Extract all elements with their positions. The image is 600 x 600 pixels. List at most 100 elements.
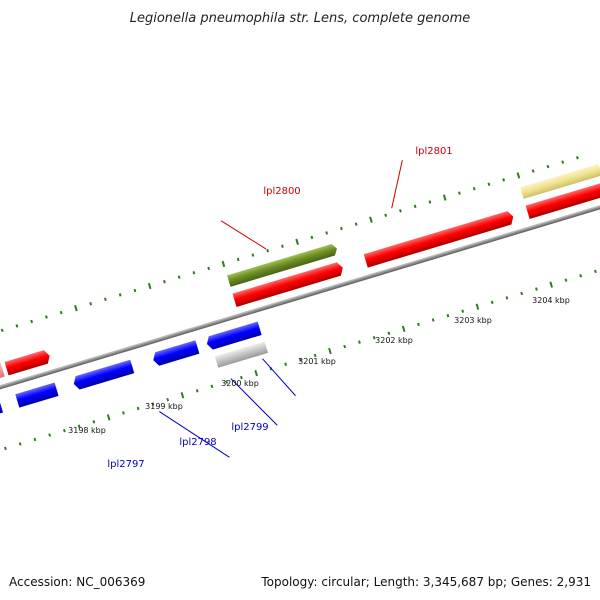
gene-arrow-left-edge[interactable] (4, 349, 52, 376)
minor-tick (122, 411, 125, 415)
minor-tick (461, 309, 465, 313)
map-title: Legionella pneumophila str. Lens, comple… (130, 11, 471, 26)
minor-tick (431, 318, 435, 322)
minor-tick (89, 302, 93, 306)
minor-tick (30, 319, 34, 324)
minor-tick (281, 244, 284, 248)
minor-tick (354, 222, 358, 226)
minor-tick (15, 324, 19, 328)
leader-lpl2801 (391, 160, 403, 209)
minor-tick (487, 182, 491, 186)
minor-tick (579, 274, 583, 278)
minor-tick (92, 420, 96, 424)
gene-label-lpl2801[interactable]: lpl2801 (415, 146, 452, 157)
minor-tick (535, 287, 538, 291)
minor-tick (284, 362, 288, 366)
minor-tick (387, 331, 391, 336)
gene-labels: lpl2800 lpl2801 lpl2797 lpl2798 lpl2799 (107, 146, 452, 470)
yellow-feature[interactable] (520, 163, 600, 199)
major-tick (295, 238, 299, 245)
minor-tick (195, 389, 199, 393)
major-tick (549, 281, 554, 288)
minor-tick (299, 358, 302, 362)
axis-labels: 3198 kbp 3199 kbp 3200 kbp 3201 kbp 3202… (68, 296, 570, 435)
axis-label: 3200 kbp (221, 379, 259, 388)
minor-tick (59, 310, 63, 315)
forward-strand-genes (0, 163, 600, 386)
gene-label-lpl2797[interactable]: lpl2797 (107, 459, 144, 470)
minor-tick (177, 275, 181, 279)
minor-tick (240, 375, 243, 380)
gene-arrow-lpl2800-highlight[interactable] (227, 243, 339, 287)
minor-tick (428, 200, 432, 204)
tick-rows (0, 155, 597, 451)
minor-tick (502, 178, 506, 182)
gene-arrow-lpl2800[interactable] (232, 261, 345, 307)
minor-tick (413, 204, 417, 209)
gene-arrow-far-left[interactable] (0, 399, 4, 418)
leader-lpl2800 (220, 220, 267, 250)
minor-tick (33, 437, 37, 442)
minor-tick (446, 313, 450, 318)
minor-tick (166, 397, 170, 402)
minor-tick (399, 209, 402, 213)
minor-tick (458, 191, 461, 195)
minor-tick (310, 235, 314, 240)
gene-arrow-lpl2797[interactable] (72, 359, 135, 391)
minor-tick (546, 164, 550, 169)
major-tick (442, 194, 447, 201)
gene-arrow-lpl2801[interactable] (363, 210, 516, 268)
major-tick (475, 303, 480, 310)
minor-tick (384, 213, 388, 217)
minor-tick (48, 433, 52, 437)
leader-lpl2797 (159, 411, 230, 458)
axis-label: 3198 kbp (68, 426, 106, 435)
major-tick (147, 282, 152, 290)
axis-label: 3203 kbp (454, 316, 492, 325)
minor-tick (0, 328, 4, 333)
pseudo-gene-arrow[interactable] (214, 341, 269, 368)
minor-tick (77, 424, 81, 428)
backbone (0, 202, 600, 396)
minor-tick (358, 340, 361, 344)
minor-tick (133, 288, 137, 293)
genome-summary-text: Topology: circular; Length: 3,345,687 bp… (260, 575, 591, 589)
minor-tick (325, 231, 329, 235)
leader-lpl2798 (230, 378, 278, 426)
gene-label-lpl2800[interactable]: lpl2800 (263, 186, 300, 197)
minor-tick (505, 296, 509, 300)
minor-tick (151, 402, 155, 406)
minor-tick (594, 269, 597, 274)
minor-tick (343, 344, 347, 349)
minor-tick (576, 155, 579, 160)
axis-label: 3202 kbp (375, 336, 413, 345)
minor-tick (417, 322, 420, 327)
gene-arrow-lpl2799[interactable] (205, 321, 262, 351)
major-tick (254, 369, 258, 377)
minor-tick (251, 253, 255, 257)
major-tick (74, 305, 78, 312)
minor-tick (136, 406, 140, 411)
minor-tick (236, 257, 240, 262)
label-leaders (159, 160, 403, 458)
gene-label-lpl2799[interactable]: lpl2799 (231, 422, 268, 433)
major-tick (180, 392, 185, 399)
minor-tick (118, 293, 122, 297)
gene-arrow-right-edge[interactable] (525, 182, 600, 220)
accession-text: Accession: NC_006369 (9, 575, 145, 589)
minor-tick (520, 291, 524, 296)
minor-tick (313, 353, 317, 358)
minor-tick (531, 169, 535, 173)
gene-arrow-reverse-left[interactable] (15, 382, 59, 408)
minor-tick (210, 384, 214, 389)
gene-label-lpl2798[interactable]: lpl2798 (179, 437, 216, 448)
minor-tick (340, 226, 343, 231)
minor-tick (63, 428, 66, 433)
pink-feature[interactable] (0, 363, 5, 386)
minor-tick (45, 315, 48, 319)
minor-tick (372, 335, 376, 340)
minor-tick (472, 186, 476, 191)
gene-arrow-lpl2798[interactable] (151, 340, 200, 367)
minor-tick (225, 380, 229, 384)
